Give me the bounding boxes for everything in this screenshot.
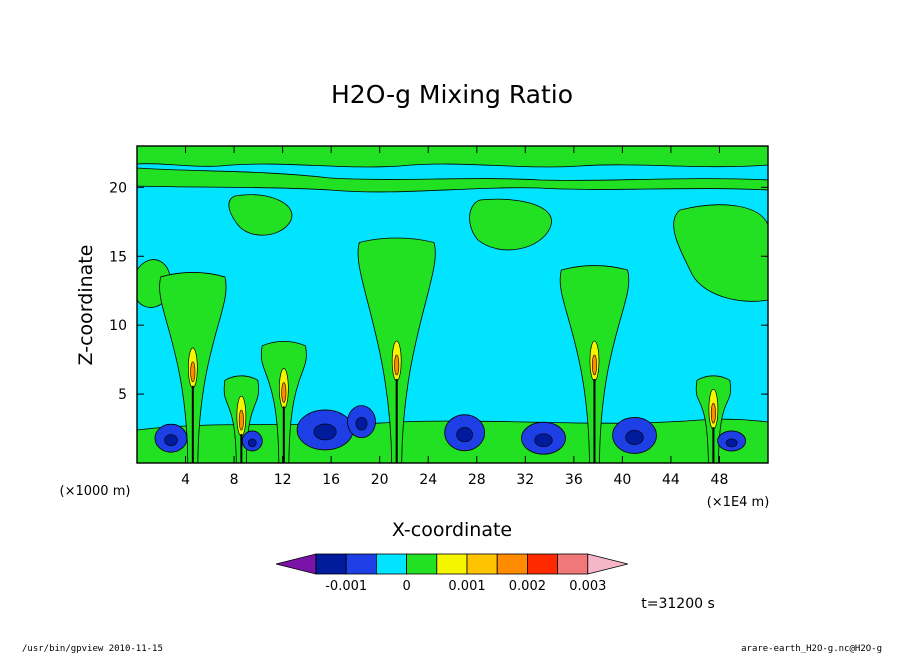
x-tick-label: 20 — [371, 472, 389, 488]
footer-file: arare-earth_H2O-g.nc@H2O-g — [741, 644, 882, 654]
tropopause-band — [137, 167, 768, 193]
x-tick-label: 4 — [181, 472, 190, 488]
dry-pockets — [154, 405, 746, 455]
x-tick-label: 8 — [230, 472, 239, 488]
dry-pocket-core — [313, 423, 337, 441]
x-tick-label: 40 — [613, 472, 631, 488]
x-tick-label: 32 — [516, 472, 534, 488]
dry-pocket-core — [164, 434, 178, 447]
colorbar-tick-label: 0.001 — [448, 579, 485, 594]
x-tick-label: 24 — [419, 472, 437, 488]
plumes — [159, 237, 731, 463]
x-tick-label: 16 — [322, 472, 340, 488]
y-axis: 5 10 15 20 — [109, 180, 768, 403]
x-unit-label: (×1E4 m) — [707, 495, 770, 510]
dry-pocket-core — [456, 427, 473, 443]
footer-program: /usr/bin/gpview 2010-11-15 — [22, 644, 163, 654]
x-tick-label: 36 — [565, 472, 583, 488]
colorbar-under — [275, 553, 317, 575]
colorbar-box — [436, 553, 468, 575]
y-tick-label: 10 — [109, 318, 127, 334]
time-label: t=31200 s — [641, 596, 715, 612]
colorbar-tick-label: 0 — [402, 579, 410, 594]
x-axis-title: X-coordinate — [392, 519, 512, 541]
y-axis-title: Z-coordinate — [75, 245, 97, 366]
colorbar-box — [375, 553, 407, 575]
y-tick-label: 5 — [118, 387, 127, 403]
colorbar — [275, 553, 628, 575]
dry-pocket-core — [247, 438, 257, 448]
plume-core-peak — [710, 402, 716, 424]
cloud-region — [469, 198, 552, 251]
y-tick-label: 20 — [109, 180, 127, 196]
colorbar-tick-label: -0.001 — [325, 579, 367, 594]
dry-pocket-core — [355, 416, 368, 431]
colorbar-box — [527, 553, 559, 575]
x-tick-label: 48 — [711, 472, 729, 488]
colorbar-over — [587, 553, 628, 575]
plume-core-peak — [281, 382, 287, 403]
x-tick-label: 28 — [468, 472, 486, 488]
colorbar-box — [557, 553, 589, 575]
dry-pocket-core — [625, 429, 644, 445]
colorbar-box — [315, 553, 347, 575]
upper-layer — [137, 146, 768, 168]
colorbar-box — [345, 553, 377, 575]
colorbar-box — [466, 553, 498, 575]
plume-core-peak — [394, 354, 400, 376]
plume-core-peak — [190, 361, 196, 383]
dry-pocket-core — [725, 438, 738, 448]
cloud-region — [228, 194, 293, 236]
chart-title: H2O-g Mixing Ratio — [331, 80, 573, 109]
colorbar-box — [406, 553, 438, 575]
x-tick-label: 44 — [662, 472, 680, 488]
contour-field — [137, 146, 768, 463]
cloud-region — [673, 204, 768, 302]
colorbar-box — [496, 553, 528, 575]
plume-core-peak — [238, 409, 244, 431]
x-axis: 4 8 12 16 20 24 28 32 36 40 44 48 — [181, 146, 728, 488]
plume-core-peak — [591, 354, 597, 376]
y-unit-label: (×1000 m) — [60, 484, 131, 499]
colorbar-labels: -0.001 0 0.001 0.002 0.003 — [325, 579, 606, 594]
dry-pocket-core — [534, 433, 553, 447]
y-tick-label: 15 — [109, 249, 127, 265]
colorbar-tick-label: 0.002 — [509, 579, 546, 594]
colorbar-tick-label: 0.003 — [569, 579, 606, 594]
x-tick-label: 12 — [274, 472, 292, 488]
plot-frame — [136, 145, 769, 464]
